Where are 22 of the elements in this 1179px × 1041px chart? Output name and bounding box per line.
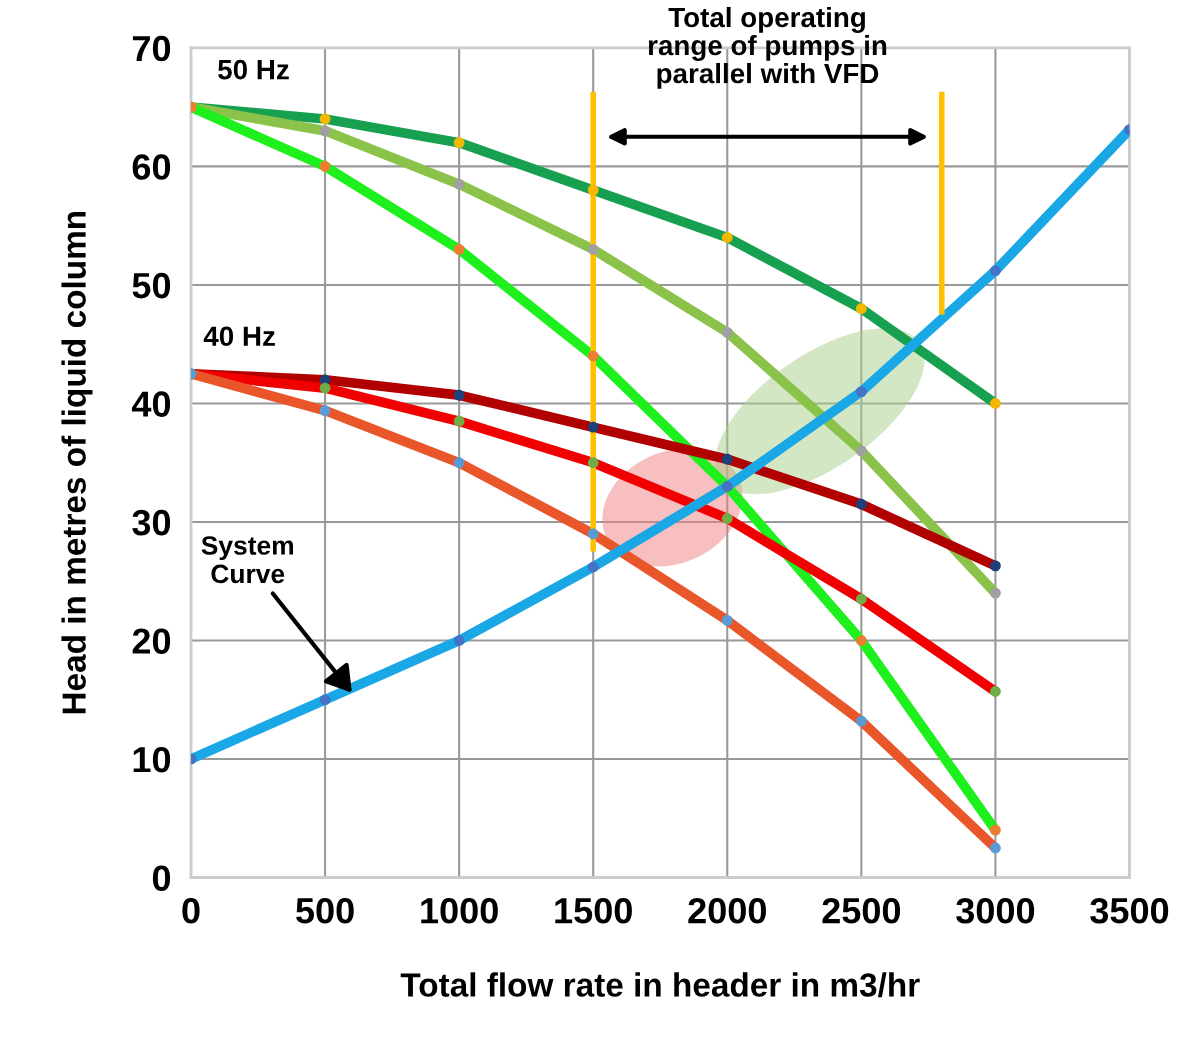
y-tick-label: 30	[132, 509, 171, 536]
x-tick-label: 1500	[555, 897, 632, 924]
x-tick-label: 2500	[822, 897, 901, 924]
x-tick-label: 1000	[421, 897, 498, 924]
x-axis-title: Total flow rate in header in m3/hr	[400, 972, 920, 998]
y-tick-label: 60	[132, 154, 171, 180]
x-tick-label: 3500	[1090, 897, 1169, 924]
y-tick-label: 10	[133, 746, 171, 773]
y-tick-label: 50	[132, 272, 171, 299]
x-tick-label: 3000	[956, 897, 1035, 924]
y-tick-label: 20	[132, 628, 171, 654]
y-tick-label: 0	[152, 865, 171, 891]
y-axis-title: Head in metres of liquid column	[61, 211, 93, 714]
y-tick-label: 70	[132, 35, 171, 62]
annotation: System Curve	[201, 536, 294, 584]
x-tick-label: 0	[182, 897, 200, 924]
annotation: 50 Hz	[218, 59, 289, 80]
annotation: 40 Hz	[203, 326, 275, 347]
x-tick-label: 2000	[688, 897, 766, 924]
y-tick-label: 40	[131, 391, 171, 417]
annotation: Total operating range of pumps in parallel with VFD	[648, 6, 887, 89]
x-tick-label: 500	[296, 897, 354, 924]
